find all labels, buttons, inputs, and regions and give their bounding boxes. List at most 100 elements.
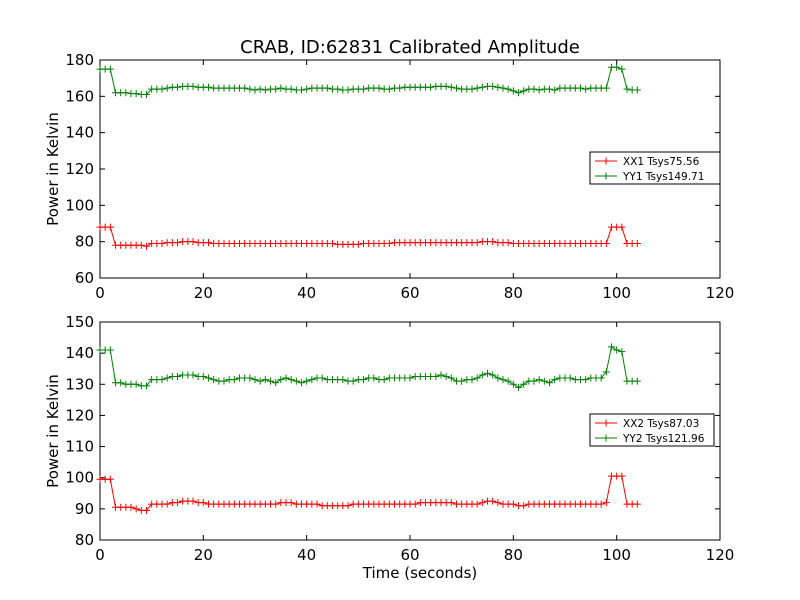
data-point — [618, 65, 626, 73]
data-point — [334, 85, 342, 93]
data-point — [385, 239, 393, 247]
series-yy — [96, 63, 641, 99]
data-point — [158, 376, 166, 384]
series-xx — [96, 223, 641, 250]
data-point — [329, 239, 336, 247]
data-point — [618, 472, 626, 480]
y-tick-label: 80 — [75, 233, 94, 251]
y-axis-label: Power in Kelvin — [44, 112, 62, 226]
data-point — [602, 368, 610, 376]
y-tick-label: 130 — [65, 375, 94, 393]
legend-swatch-marker — [602, 434, 610, 442]
y-tick-label: 110 — [65, 438, 94, 456]
x-tick-label: 120 — [706, 284, 735, 302]
data-point — [385, 85, 393, 93]
data-point — [618, 223, 626, 231]
legend: XX1 Tsys75.56 YY1 Tsys149.71 — [589, 151, 721, 185]
figure-title: CRAB, ID:62831 Calibrated Amplitude — [240, 37, 580, 58]
legend-label: XX2 Tsys87.03 — [623, 418, 699, 430]
x-tick-label: 100 — [602, 546, 631, 564]
data-point — [251, 86, 259, 94]
data-point — [458, 377, 466, 385]
data-point — [375, 84, 383, 92]
data-point — [484, 369, 491, 377]
data-point — [530, 85, 538, 93]
data-point — [504, 377, 512, 385]
data-point — [566, 374, 574, 382]
x-tick-label: 100 — [602, 284, 631, 302]
y-tick-label: 160 — [65, 87, 94, 105]
data-point — [360, 85, 367, 93]
y-axis-label: Power in Kelvin — [44, 374, 62, 488]
data-point — [370, 374, 378, 382]
data-point — [602, 84, 610, 92]
bottom-subplot: 0 20 40 60 80 100 120 80 90 100 110 120 130 140 150 Pow… — [44, 313, 734, 582]
data-point — [473, 374, 481, 382]
data-point — [349, 377, 357, 385]
data-point — [132, 90, 140, 98]
data-point — [618, 348, 626, 356]
data-point — [597, 374, 605, 382]
data-point — [287, 376, 295, 384]
data-point — [272, 85, 280, 93]
data-point — [582, 85, 590, 93]
data-point — [546, 379, 553, 387]
data-point — [339, 376, 347, 384]
x-tick-label: 20 — [194, 284, 213, 302]
x-tick-label: 40 — [297, 284, 316, 302]
data-point — [143, 242, 150, 250]
data-point — [447, 83, 455, 91]
legend-label: YY1 Tsys149.71 — [622, 171, 704, 183]
data-point — [174, 83, 181, 91]
data-point — [117, 379, 125, 387]
data-point — [551, 86, 559, 94]
data-point — [427, 83, 435, 91]
legend-swatch-marker — [602, 172, 610, 180]
legend-box — [589, 413, 715, 447]
data-point — [189, 82, 197, 90]
data-point — [535, 86, 543, 94]
data-point — [298, 86, 305, 94]
y-tick-label: 80 — [75, 531, 94, 549]
data-point — [308, 376, 316, 384]
data-point — [261, 86, 269, 94]
data-point — [205, 83, 212, 91]
data-point — [577, 84, 584, 92]
data-point — [489, 371, 497, 379]
data-point — [158, 239, 166, 247]
data-point — [473, 500, 481, 508]
data-point — [106, 346, 114, 354]
data-point — [453, 84, 460, 92]
legend-label: XX1 Tsys75.56 — [623, 156, 700, 168]
data-point — [504, 85, 512, 93]
data-point — [199, 499, 207, 507]
y-tick-label: 120 — [65, 160, 94, 178]
data-point — [163, 374, 171, 382]
data-point — [220, 377, 228, 385]
data-point — [256, 85, 264, 93]
y-tick-label: 60 — [75, 269, 94, 287]
data-point — [205, 374, 212, 382]
data-point — [241, 84, 249, 92]
data-point — [633, 86, 641, 94]
x-tick-label: 40 — [297, 546, 316, 564]
data-point — [106, 65, 114, 73]
data-point — [530, 377, 538, 385]
legend-swatch-marker — [602, 419, 610, 427]
data-point — [303, 85, 311, 93]
data-point — [298, 379, 305, 387]
top-subplot: 0 20 40 60 80 100 120 60 80 100 120 140 160 180 Power … — [44, 51, 734, 302]
series-yy — [96, 343, 641, 391]
data-point — [127, 503, 135, 511]
data-point — [515, 383, 522, 391]
data-point — [437, 371, 445, 379]
data-point — [360, 376, 367, 384]
data-point — [602, 239, 610, 247]
data-point — [246, 374, 254, 382]
data-point — [354, 240, 362, 248]
data-point — [494, 374, 502, 382]
data-point — [122, 89, 130, 97]
data-point — [468, 376, 476, 384]
x-tick-label: 80 — [504, 284, 523, 302]
y-tick-label: 100 — [65, 196, 94, 214]
